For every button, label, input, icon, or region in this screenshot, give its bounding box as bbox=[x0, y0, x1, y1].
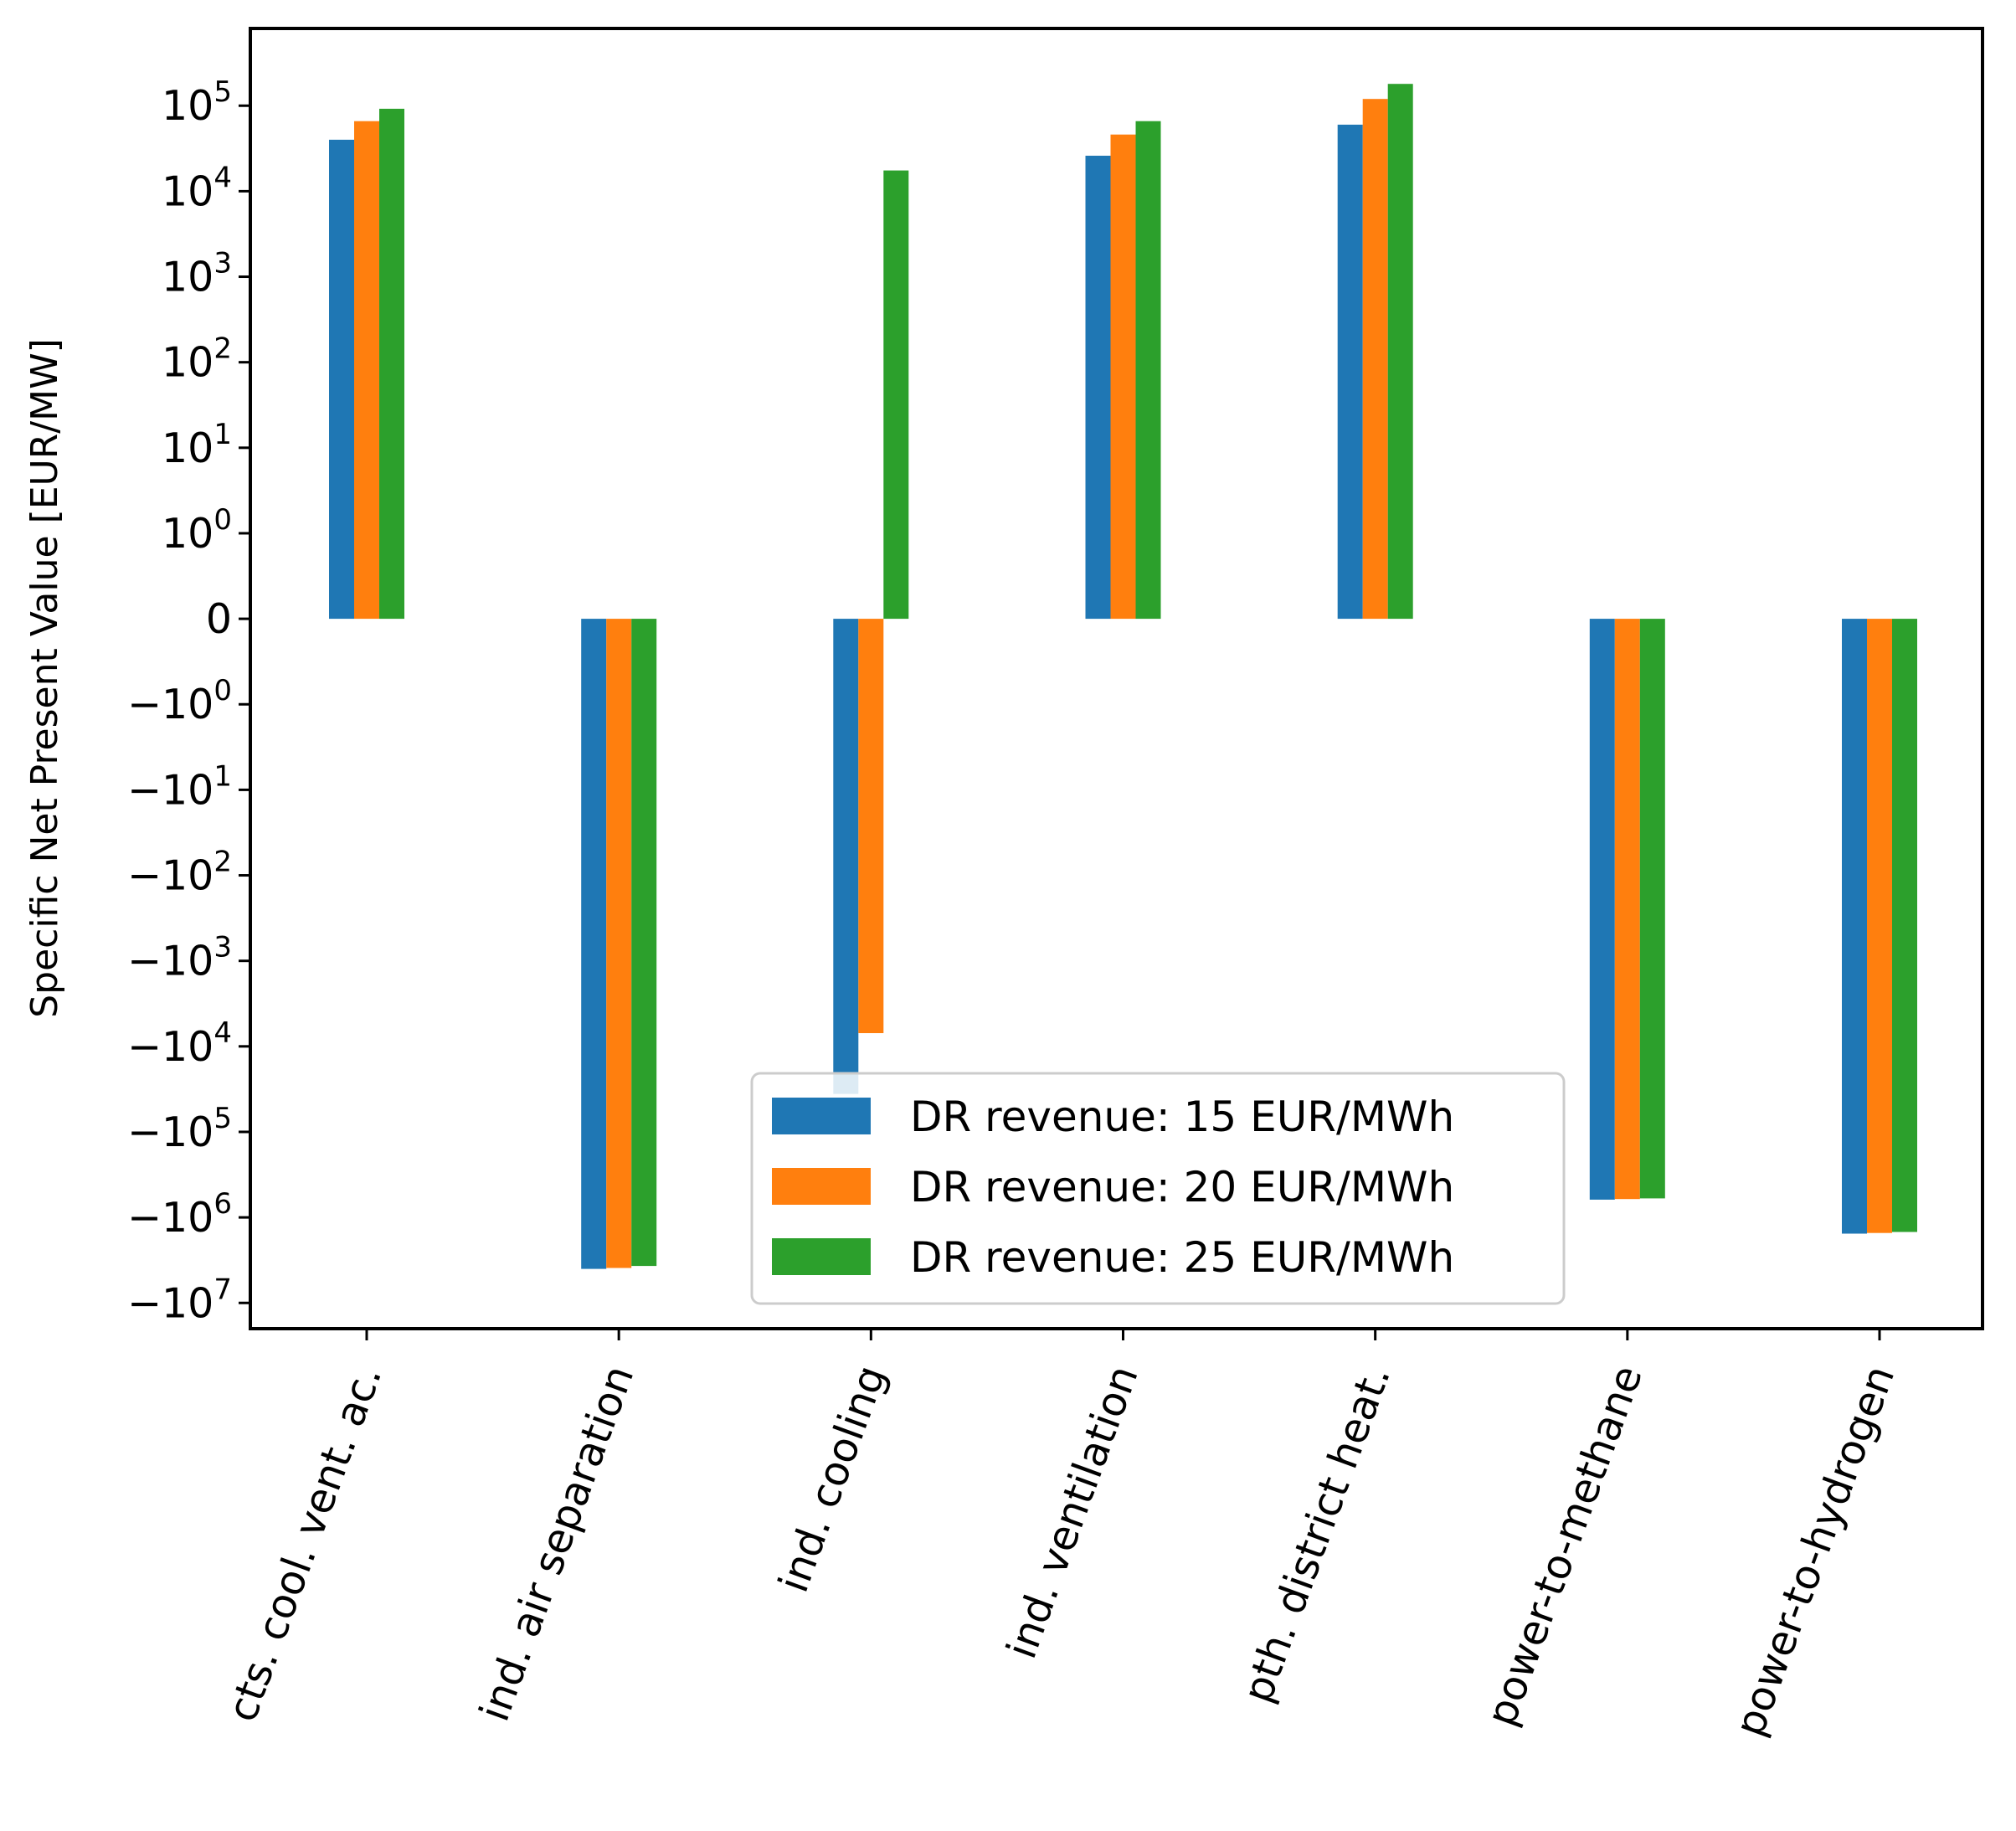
y-tick-label: −105 bbox=[127, 1102, 232, 1156]
y-tick-exponent: 0 bbox=[213, 674, 232, 707]
y-tick-base: 0 bbox=[206, 595, 232, 643]
bar-2-3 bbox=[858, 619, 884, 1033]
y-tick-label: −104 bbox=[127, 1016, 232, 1071]
y-tick-exponent: 7 bbox=[213, 1273, 232, 1306]
y-tick-label: 100 bbox=[162, 503, 232, 558]
bar-2-1 bbox=[354, 121, 379, 620]
bar-3-1 bbox=[379, 108, 404, 620]
y-axis: 1051041031021011000−100−101−102−103−104−… bbox=[127, 75, 250, 1327]
y-tick-base: −10 bbox=[127, 1023, 213, 1071]
bar-2-5 bbox=[1362, 99, 1388, 620]
y-tick-label: −106 bbox=[127, 1187, 232, 1242]
bar-3-2 bbox=[631, 619, 657, 1267]
legend-swatch bbox=[772, 1098, 871, 1134]
y-tick-label: 101 bbox=[162, 418, 232, 472]
y-tick-exponent: 3 bbox=[213, 931, 232, 964]
y-tick-base: 10 bbox=[162, 167, 213, 215]
y-tick-label: 102 bbox=[162, 332, 232, 387]
y-tick-base: 10 bbox=[162, 254, 213, 301]
y-tick-label: 105 bbox=[162, 75, 232, 130]
y-tick-exponent: 2 bbox=[213, 846, 232, 879]
y-tick-label: 103 bbox=[162, 247, 232, 301]
y-tick-base: 10 bbox=[162, 510, 213, 558]
y-tick-base: −10 bbox=[127, 1194, 213, 1242]
y-tick-base: 10 bbox=[162, 82, 213, 130]
bar-1-2 bbox=[581, 619, 607, 1269]
y-tick-base: −10 bbox=[127, 938, 213, 985]
bar-2-6 bbox=[1614, 619, 1640, 1200]
y-tick-base: 10 bbox=[162, 424, 213, 472]
y-tick-base: −10 bbox=[127, 852, 213, 900]
y-tick-label: −103 bbox=[127, 931, 232, 985]
y-tick-exponent: 1 bbox=[213, 418, 232, 451]
bar-3-6 bbox=[1639, 619, 1665, 1199]
bar-1-7 bbox=[1842, 619, 1867, 1234]
y-tick-base: 10 bbox=[162, 339, 213, 387]
bar-3-4 bbox=[1135, 121, 1161, 620]
y-tick-base: −10 bbox=[127, 1108, 213, 1156]
y-tick-exponent: 0 bbox=[213, 503, 232, 537]
bar-1-4 bbox=[1085, 156, 1111, 620]
bar-1-3 bbox=[833, 619, 859, 1094]
bar-3-7 bbox=[1892, 619, 1917, 1232]
y-tick-label: 0 bbox=[206, 595, 232, 643]
bar-1-5 bbox=[1337, 124, 1363, 620]
plot-area-frame bbox=[249, 27, 1984, 1330]
bar-2-4 bbox=[1110, 134, 1136, 620]
y-axis-label: Specific Net Present Value [EUR/MW] bbox=[23, 338, 66, 1018]
bar-1-1 bbox=[329, 139, 354, 620]
y-tick-exponent: 4 bbox=[213, 1016, 232, 1050]
y-tick-exponent: 5 bbox=[213, 75, 232, 109]
y-tick-exponent: 4 bbox=[213, 161, 232, 194]
bars-layer bbox=[329, 84, 1917, 1269]
bar-3-3 bbox=[883, 170, 909, 620]
y-tick-base: −10 bbox=[127, 681, 213, 728]
legend-label: DR revenue: 20 EUR/MWh bbox=[910, 1163, 1454, 1211]
y-tick-label: −102 bbox=[127, 846, 232, 900]
bar-3-5 bbox=[1387, 84, 1413, 620]
bar-1-6 bbox=[1589, 619, 1615, 1200]
bar-2-7 bbox=[1867, 619, 1892, 1233]
y-tick-exponent: 6 bbox=[213, 1187, 232, 1221]
y-tick-exponent: 3 bbox=[213, 247, 232, 280]
legend-frame bbox=[750, 1072, 1566, 1305]
y-tick-label: −107 bbox=[127, 1273, 232, 1327]
legend: DR revenue: 15 EUR/MWh DR revenue: 20 EUR… bbox=[750, 1072, 1566, 1305]
y-tick-label: 104 bbox=[162, 161, 232, 215]
legend-label: DR revenue: 25 EUR/MWh bbox=[910, 1233, 1454, 1282]
y-tick-label: −101 bbox=[127, 759, 232, 814]
y-tick-base: −10 bbox=[127, 766, 213, 814]
y-tick-exponent: 1 bbox=[213, 759, 232, 793]
legend-swatch bbox=[772, 1238, 871, 1275]
bar-2-2 bbox=[606, 619, 632, 1268]
legend-swatch bbox=[772, 1168, 871, 1205]
y-tick-base: −10 bbox=[127, 1279, 213, 1327]
y-tick-label: −100 bbox=[127, 674, 232, 728]
legend-label: DR revenue: 15 EUR/MWh bbox=[910, 1093, 1454, 1141]
y-tick-exponent: 2 bbox=[213, 332, 232, 366]
y-tick-exponent: 5 bbox=[213, 1102, 232, 1135]
